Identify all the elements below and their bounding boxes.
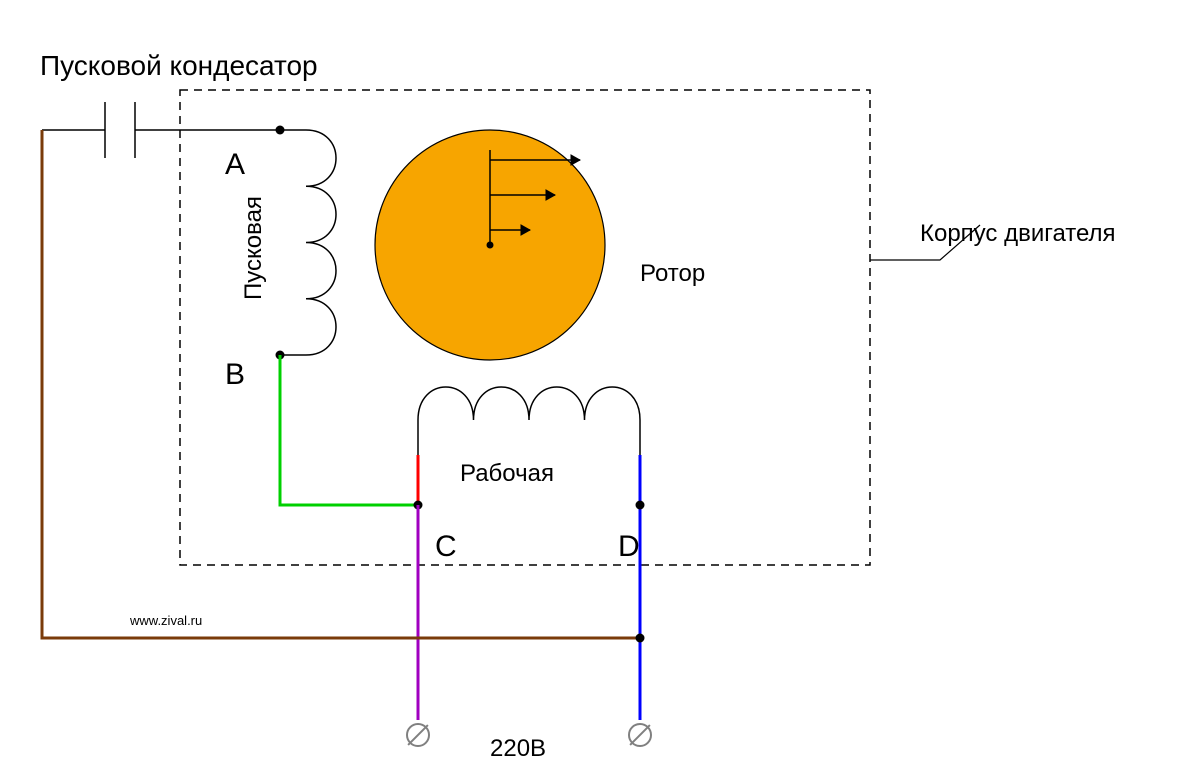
node-d-label: D: [618, 530, 640, 564]
start-winding-label: Пусковая: [240, 196, 268, 300]
node-c-label: C: [435, 530, 457, 564]
voltage-label: 220В: [490, 735, 546, 763]
schematic-svg: [0, 0, 1200, 783]
run-winding-label: Рабочая: [460, 460, 554, 488]
node-a-label: A: [225, 148, 245, 182]
node-b-label: B: [225, 358, 245, 392]
housing-label: Корпус двигателя: [920, 220, 1116, 248]
rotor-label: Ротор: [640, 260, 705, 288]
capacitor-label: Пусковой кондесатор: [40, 50, 318, 82]
watermark-label: www.zival.ru: [130, 613, 202, 628]
